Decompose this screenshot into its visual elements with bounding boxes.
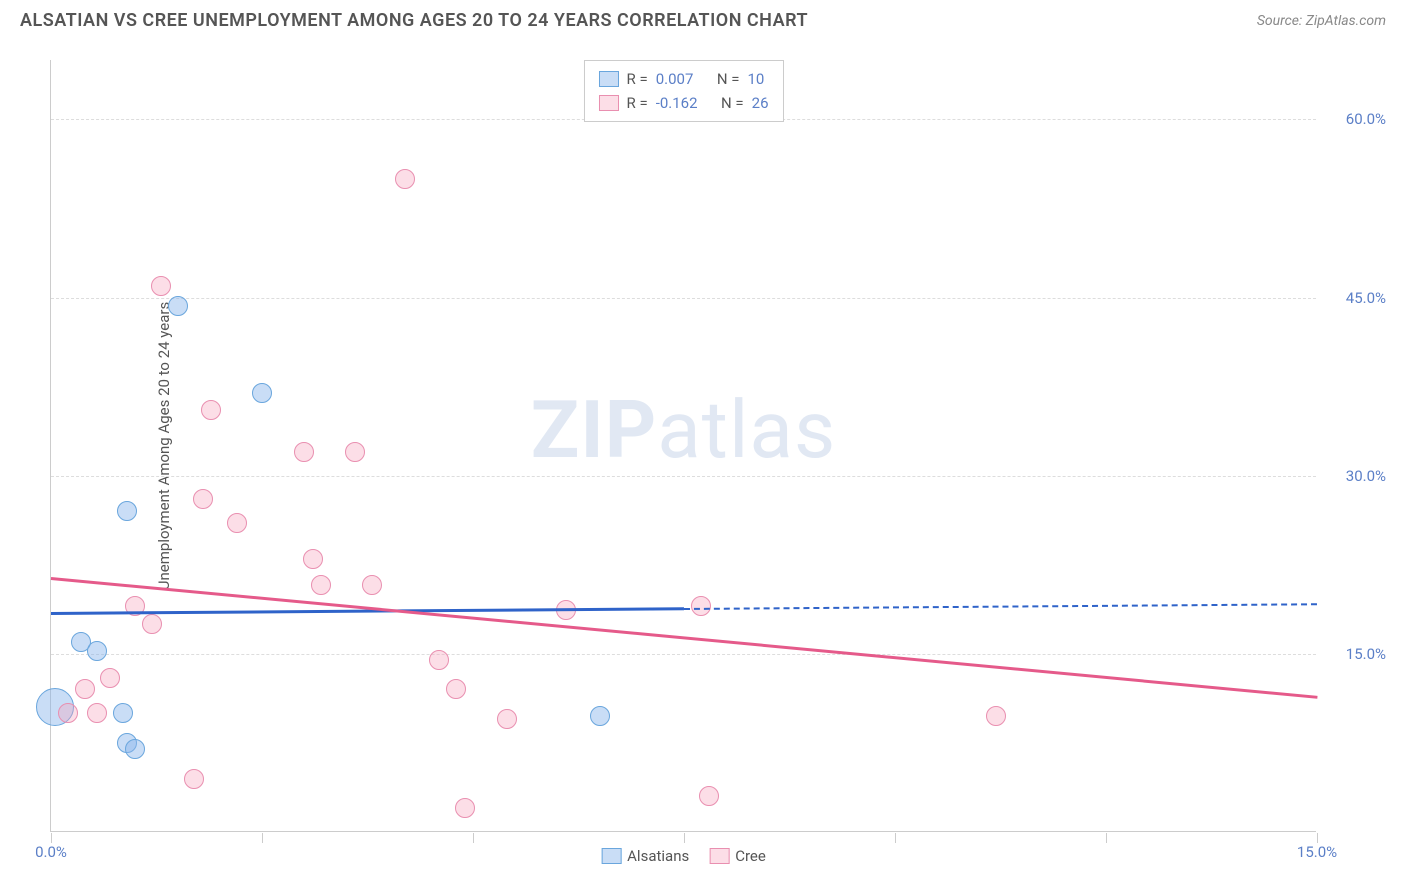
data-point [497,709,517,729]
swatch-cree-icon [709,848,729,864]
data-point [986,706,1006,726]
data-point [252,383,272,403]
x-tick-label: 0.0% [35,843,67,861]
trend-line [684,603,1317,610]
data-point [345,442,365,462]
data-point [227,513,247,533]
legend-item-cree: Cree [709,847,766,865]
x-tick [1106,833,1107,843]
series-legend: Alsatians Cree [601,847,766,865]
stats-legend: R = 0.007 N = 10 R = -0.162 N = 26 [583,60,783,122]
stats-row-alsatian: R = 0.007 N = 10 [598,67,768,91]
x-tick [684,833,685,843]
data-point [395,169,415,189]
data-point [75,679,95,699]
data-point [117,501,137,521]
y-tick-label: 15.0% [1326,645,1386,663]
y-tick-label: 30.0% [1326,467,1386,485]
data-point [303,549,323,569]
data-point [168,296,188,316]
data-point [142,614,162,634]
data-point [590,706,610,726]
x-tick [51,833,52,843]
chart-title: ALSATIAN VS CREE UNEMPLOYMENT AMONG AGES… [20,10,808,31]
gridline [51,298,1316,299]
data-point [100,668,120,688]
data-point [446,679,466,699]
data-point [429,650,449,670]
data-point [113,703,133,723]
data-point [699,786,719,806]
data-point [311,575,331,595]
source-attribution: Source: ZipAtlas.com [1257,13,1386,29]
x-tick [1317,833,1318,843]
data-point [294,442,314,462]
data-point [125,739,145,759]
data-point [87,641,107,661]
gridline [51,476,1316,477]
swatch-cree [598,95,618,111]
plot-area: ZIPatlas R = 0.007 N = 10 R = -0.162 N =… [50,60,1316,832]
watermark: ZIPatlas [531,383,836,477]
gridline [51,654,1316,655]
data-point [87,703,107,723]
data-point [201,400,221,420]
data-point [184,769,204,789]
legend-item-alsatian: Alsatians [601,847,689,865]
y-tick-label: 60.0% [1326,110,1386,128]
x-tick-label: 15.0% [1297,843,1337,861]
scatter-chart: Unemployment Among Ages 20 to 24 years Z… [50,60,1316,832]
x-tick [895,833,896,843]
stats-row-cree: R = -0.162 N = 26 [598,91,768,115]
data-point [455,798,475,818]
trend-line [51,577,1317,698]
data-point [691,596,711,616]
data-point [362,575,382,595]
x-tick [473,833,474,843]
swatch-alsatian [598,71,618,87]
data-point [58,703,78,723]
y-tick-label: 45.0% [1326,289,1386,307]
data-point [151,276,171,296]
data-point [193,489,213,509]
x-tick [262,833,263,843]
swatch-alsatian-icon [601,848,621,864]
